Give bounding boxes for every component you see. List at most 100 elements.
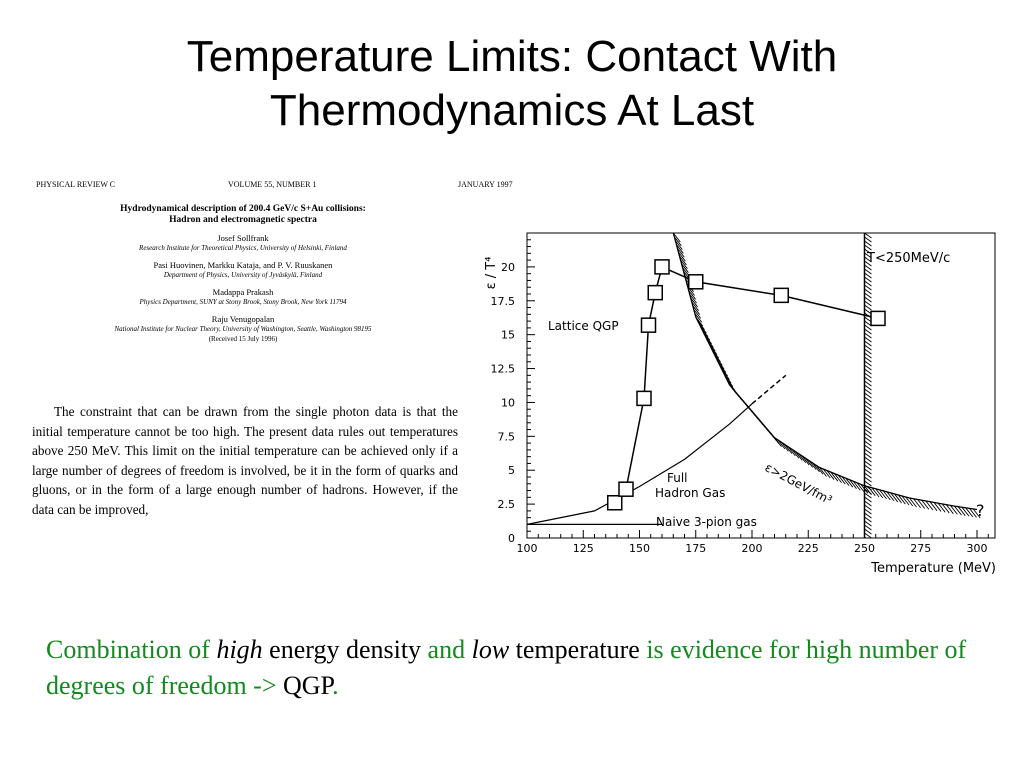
hatch-mark xyxy=(864,272,872,279)
hatch-mark xyxy=(864,536,867,538)
hatch-mark xyxy=(834,473,842,483)
y-tick-label: 2.5 xyxy=(498,498,516,511)
hatch-mark xyxy=(864,400,872,407)
hadron-gas-extension xyxy=(751,374,787,405)
caption-text: QGP xyxy=(283,671,333,700)
hatch-mark xyxy=(886,491,895,502)
caption-text: temperature xyxy=(509,635,647,664)
caption-text: low xyxy=(471,635,510,664)
y-tick-label: 10 xyxy=(501,396,515,409)
hatch-mark xyxy=(917,499,926,509)
hatch-mark xyxy=(852,480,861,491)
hatch-mark xyxy=(957,506,966,516)
author-block: Raju Venugopalan National Institute for … xyxy=(28,314,458,344)
chart-container: 100 125 150 175 200 225 250 275 300 0 2.5 5 7.5 10 12.… xyxy=(484,220,1014,580)
hatch-mark xyxy=(894,493,902,504)
y-tick-label: 20 xyxy=(501,261,515,274)
journal-name: PHYSICAL REVIEW C xyxy=(36,180,116,189)
y-tick-label: 12.5 xyxy=(491,363,516,376)
x-tick-label: 175 xyxy=(685,542,706,555)
hatch-mark xyxy=(864,336,872,343)
hatch-mark xyxy=(675,244,684,254)
question-mark-label: ? xyxy=(976,501,985,520)
hatch-mark xyxy=(905,496,914,507)
hatch-mark xyxy=(693,309,702,319)
plot-frame xyxy=(526,232,996,539)
lattice-qgp-marker xyxy=(640,317,657,333)
hatch-mark xyxy=(864,532,872,538)
hatch-mark xyxy=(864,404,872,411)
hatch-mark xyxy=(864,356,872,363)
hatch-mark xyxy=(941,503,950,514)
hatch-mark xyxy=(864,300,872,307)
hatch-mark xyxy=(864,436,872,443)
lattice-qgp-marker xyxy=(607,495,623,511)
y-tick-label: 0 xyxy=(508,532,515,545)
hatch-mark xyxy=(864,244,872,251)
author-affiliation: National Institute for Nuclear Theory, U… xyxy=(114,325,372,333)
hatch-mark xyxy=(864,284,872,291)
hatch-mark xyxy=(864,408,872,415)
hatch-mark xyxy=(864,464,872,471)
hatch-mark xyxy=(864,516,872,523)
hatch-mark xyxy=(864,384,872,391)
hatch-mark xyxy=(909,497,917,508)
lattice-qgp-marker xyxy=(773,287,789,304)
hatch-mark xyxy=(826,470,835,480)
hatch-mark xyxy=(864,348,872,355)
hatch-mark xyxy=(864,424,872,431)
hatch-mark xyxy=(691,301,700,312)
hatch-mark xyxy=(913,498,921,509)
hatch-mark xyxy=(864,340,872,347)
author-affiliation: Department of Physics, University of Jyv… xyxy=(163,271,323,279)
caption-text: is evidence for high number of degrees o… xyxy=(46,635,967,700)
hatch-mark xyxy=(864,468,872,475)
hatch-mark xyxy=(864,488,872,495)
hatch-mark xyxy=(965,507,974,518)
caption-text: high xyxy=(216,635,263,664)
lattice-qgp-marker xyxy=(654,259,670,275)
hatch-mark xyxy=(674,240,683,250)
hatch-mark xyxy=(972,508,981,519)
x-tick-label: 275 xyxy=(910,542,931,555)
hatch-mark xyxy=(822,468,831,479)
author-name: Raju Venugopalan xyxy=(211,314,275,324)
x-axis-label: Temperature (MeV) xyxy=(870,561,996,576)
hatch-mark xyxy=(864,496,872,503)
hatch-mark xyxy=(871,487,880,498)
hatch-mark xyxy=(864,260,872,267)
author-block: Pasi Huovinen, Markku Kataja, and P. V. … xyxy=(28,260,458,280)
hatch-mark xyxy=(692,305,701,315)
pion-gas-label: Naive 3-pion gas xyxy=(656,515,757,529)
hatch-mark xyxy=(841,476,850,486)
x-tick-label: 150 xyxy=(629,542,650,555)
hatch-mark xyxy=(864,268,872,275)
paper-excerpt: PHYSICAL REVIEW C VOLUME 55, NUMBER 1 JA… xyxy=(28,180,513,540)
hatch-mark xyxy=(864,328,872,335)
hatch-mark xyxy=(676,248,685,258)
lattice-qgp-line xyxy=(614,265,879,504)
lattice-qgp-marker xyxy=(618,481,634,497)
hatch-mark xyxy=(864,368,872,375)
received-date: (Received 15 July 1996) xyxy=(208,335,278,343)
hatch-mark xyxy=(864,280,872,287)
hatch-mark xyxy=(864,476,872,483)
hatch-mark xyxy=(864,344,872,351)
slide-title-line1: Temperature Limits: Contact With xyxy=(186,32,838,81)
hatch-mark xyxy=(864,296,872,303)
hatch-mark xyxy=(864,456,872,463)
hatch-mark xyxy=(864,236,872,243)
hatch-mark xyxy=(864,504,872,511)
hatch-mark xyxy=(837,474,846,485)
hatch-mark xyxy=(864,528,872,535)
hatch-mark xyxy=(921,499,930,510)
hatch-mark xyxy=(864,352,872,359)
hatch-mark xyxy=(950,505,958,515)
energy-density-curve xyxy=(672,233,978,511)
hatch-mark xyxy=(864,472,872,479)
hatch-mark xyxy=(690,297,698,308)
hatch-mark xyxy=(901,495,910,506)
author-name: Josef Sollfrank xyxy=(217,233,269,243)
hatch-mark xyxy=(864,288,872,295)
hatch-mark xyxy=(864,324,872,331)
